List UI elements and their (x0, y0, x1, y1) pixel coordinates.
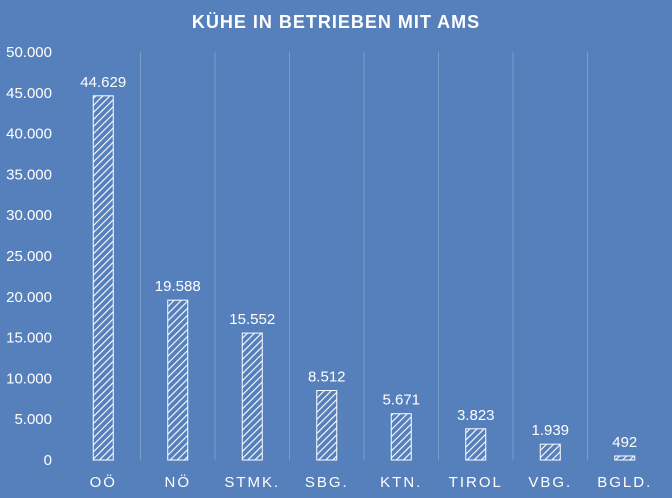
y-tick-label: 50.000 (6, 44, 52, 61)
data-label: 3.823 (457, 407, 495, 424)
bar (390, 413, 412, 461)
data-label: 15.552 (229, 311, 275, 328)
y-tick-label: 40.000 (6, 126, 52, 143)
bar (241, 332, 263, 461)
bar (92, 95, 114, 461)
data-labels: 44.629 19.588 15.552 8.512 5.671 3.823 1.939 49… (80, 74, 637, 451)
y-axis-ticks: 0 5.000 10.000 15.000 20.000 25.000 30.000 35.0… (6, 44, 52, 469)
gridlines (140, 52, 588, 460)
x-tick-label: KTN. (380, 474, 422, 491)
data-label: 5.671 (382, 392, 420, 409)
y-tick-label: 0 (44, 452, 52, 469)
bar (539, 443, 561, 461)
bar (316, 390, 338, 461)
data-label: 44.629 (80, 74, 126, 91)
data-label: 492 (612, 434, 637, 451)
data-label: 8.512 (308, 369, 346, 386)
x-tick-label: NÖ (165, 473, 192, 491)
y-tick-label: 25.000 (6, 248, 52, 265)
x-tick-label: STMK. (224, 474, 280, 491)
bars (92, 95, 636, 461)
bar (465, 428, 487, 461)
x-tick-label: BGLD. (597, 474, 652, 491)
y-tick-label: 45.000 (6, 85, 52, 102)
y-tick-label: 35.000 (6, 166, 52, 183)
x-tick-label: OÖ (90, 473, 117, 491)
y-tick-label: 20.000 (6, 289, 52, 306)
y-tick-label: 30.000 (6, 207, 52, 224)
x-tick-label: SBG. (305, 474, 349, 491)
y-tick-label: 10.000 (6, 370, 52, 387)
bar (167, 299, 189, 461)
y-tick-label: 15.000 (6, 330, 52, 347)
data-label: 19.588 (155, 278, 201, 295)
x-tick-label: TIROL (449, 474, 503, 491)
y-tick-label: 5.000 (14, 411, 52, 428)
data-label: 1.939 (531, 422, 569, 439)
x-axis-categories: OÖ NÖ STMK. SBG. KTN. TIROL VBG. BGLD. (90, 473, 652, 491)
bar (614, 455, 636, 461)
chart-title: KÜHE IN BETRIEBEN MIT AMS (192, 12, 480, 32)
x-tick-label: VBG. (528, 474, 572, 491)
